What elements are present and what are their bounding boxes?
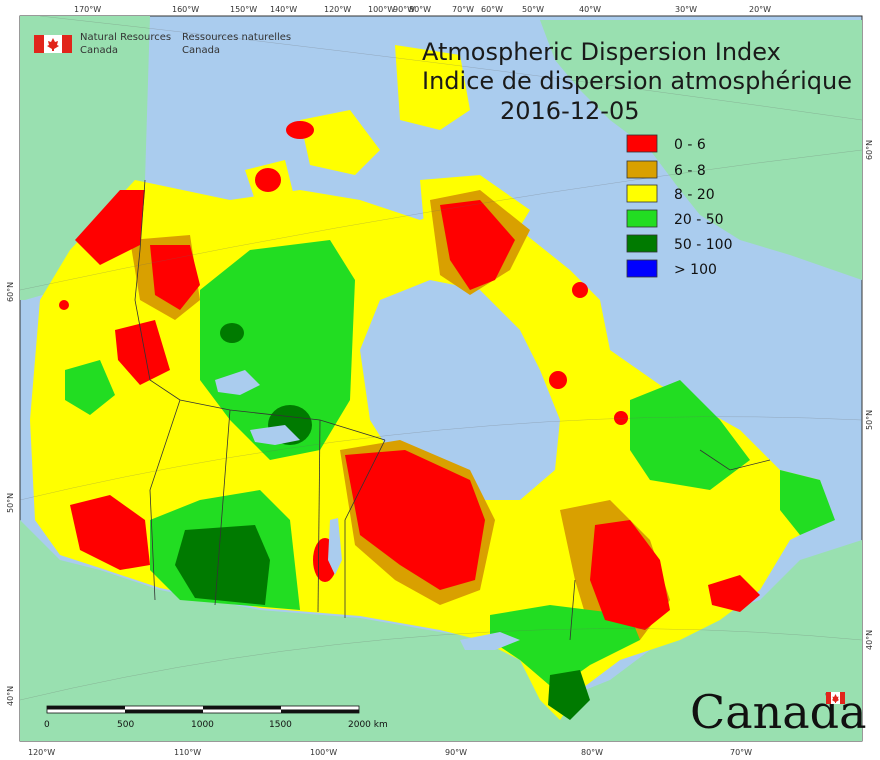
graticule xyxy=(20,16,862,701)
canada-wordmark: Canada xyxy=(690,685,867,739)
agency-block: Natural Resources Canada Ressources natu… xyxy=(34,32,291,56)
right-tick-1: 50°N xyxy=(865,410,874,430)
legend-label-6-8: 6 - 8 xyxy=(674,163,706,179)
patch-20-50-bc xyxy=(65,360,115,415)
bottom-tick-5: 70°W xyxy=(730,748,752,757)
patch-0-6-bc-south xyxy=(70,495,150,570)
patch-50-100-saskatchewan xyxy=(175,525,270,605)
province-boundaries xyxy=(134,179,771,641)
top-tick-labels: 170°W 160°W 150°W 140°W 120°W 100°W90°W80°W 70… xyxy=(74,5,771,14)
scale-label-1500: 1500 xyxy=(269,720,292,730)
arctic-island-1 xyxy=(395,45,470,130)
usa-land xyxy=(20,520,862,741)
greenland-land xyxy=(540,20,862,280)
legend-swatch-0-6 xyxy=(626,134,658,153)
legend-swatch-20-50 xyxy=(626,209,658,228)
left-tick-labels: 60°N 50°N 40°N xyxy=(6,282,15,706)
bottom-tick-4: 80°W xyxy=(581,748,603,757)
patch-50-100-nwt-north xyxy=(220,323,244,343)
right-tick-2: 40°N xyxy=(865,630,874,650)
agency-en-line2: Canada xyxy=(80,45,118,56)
patch-20-50-labrador xyxy=(630,380,750,490)
legend-label-0-6: 0 - 6 xyxy=(674,137,706,153)
patch-50-100-ontario xyxy=(548,670,590,720)
scale-label-0: 0 xyxy=(44,720,50,730)
scale-label-1000: 1000 xyxy=(191,720,214,730)
patch-0-6-baffin xyxy=(440,200,515,290)
agency-fr-line2: Canada xyxy=(182,45,220,56)
legend-label-8-20: 8 - 20 xyxy=(674,187,715,203)
scale-bar: 0 500 1000 1500 2000 km xyxy=(44,705,388,730)
top-tick-9: 60°W xyxy=(481,5,503,14)
arctic-island-2 xyxy=(300,110,380,175)
top-tick-6: 90°W xyxy=(393,5,415,14)
bottom-tick-3: 90°W xyxy=(445,748,467,757)
left-tick-0: 60°N xyxy=(6,282,15,302)
wordmark-flag-icon xyxy=(826,692,845,704)
great-bear-lake xyxy=(215,370,260,395)
agency-fr-line1: Ressources naturelles xyxy=(182,32,291,43)
patch-0-6-bc-north xyxy=(115,320,170,385)
top-tick-13: 20°W xyxy=(749,5,771,14)
patch-0-6-arctic-1 xyxy=(286,121,314,139)
top-tick-0: 170°W xyxy=(74,5,101,14)
lake-winnipeg xyxy=(328,518,342,575)
top-tick-3: 140°W xyxy=(270,5,297,14)
scale-label-2000: 2000 km xyxy=(348,720,388,730)
legend-swatch-50-100 xyxy=(626,234,658,253)
agency-en-line1: Natural Resources xyxy=(80,32,171,43)
patch-20-50-nfld xyxy=(780,470,835,535)
legend-swatch-6-8 xyxy=(626,160,658,179)
top-tick-10: 50°W xyxy=(522,5,544,14)
right-tick-0: 60°N xyxy=(865,140,874,160)
patch-0-6-spot-1 xyxy=(549,371,567,389)
legend-label-over-100: > 100 xyxy=(674,262,717,278)
alaska-land xyxy=(20,16,150,300)
top-tick-8: 70°W xyxy=(452,5,474,14)
map-date: 2016-12-05 xyxy=(500,97,639,125)
map-title-fr: Indice de dispersion atmosphérique xyxy=(422,67,852,95)
patch-0-6-yukon xyxy=(150,245,200,310)
top-tick-2: 150°W xyxy=(230,5,257,14)
patch-20-50-ontario-south xyxy=(490,605,640,690)
legend-label-50-100: 50 - 100 xyxy=(674,237,733,253)
left-tick-1: 50°N xyxy=(6,493,15,513)
patch-0-6-maritimes xyxy=(708,575,760,612)
left-tick-2: 40°N xyxy=(6,686,15,706)
bottom-tick-0: 120°W xyxy=(28,748,55,757)
patch-0-6-spot-3 xyxy=(572,282,588,298)
legend: 0 - 6 6 - 8 8 - 20 20 - 50 50 - 100 > 10… xyxy=(626,134,733,278)
patch-0-6-alaska-border xyxy=(75,190,145,265)
lake-superior xyxy=(460,632,520,650)
top-tick-11: 40°W xyxy=(579,5,601,14)
patch-0-6-arctic-2 xyxy=(255,168,281,192)
patch-0-6-quebec xyxy=(590,520,670,630)
right-tick-labels: 60°N 50°N 40°N xyxy=(865,140,874,650)
top-tick-12: 30°W xyxy=(675,5,697,14)
legend-swatch-over-100 xyxy=(626,259,658,278)
patch-0-6-spot-4 xyxy=(59,300,69,310)
bottom-tick-1: 110°W xyxy=(174,748,201,757)
canada-flag-icon xyxy=(34,35,72,53)
bottom-tick-2: 100°W xyxy=(310,748,337,757)
great-slave-lake xyxy=(250,425,300,445)
top-tick-1: 160°W xyxy=(172,5,199,14)
legend-swatch-8-20 xyxy=(626,184,658,203)
patch-0-6-spot-2 xyxy=(614,411,628,425)
map-title-en: Atmospheric Dispersion Index xyxy=(422,38,781,66)
patch-0-6-ontario xyxy=(345,450,485,590)
top-tick-7: 80°W xyxy=(409,5,431,14)
bottom-tick-labels: 120°W 110°W 100°W 90°W 80°W 70°W xyxy=(28,748,752,757)
patch-20-50-nwt xyxy=(200,240,355,460)
top-tick-5: 100°W xyxy=(368,5,395,14)
legend-label-20-50: 20 - 50 xyxy=(674,212,724,228)
top-tick-4: 120°W xyxy=(324,5,351,14)
scale-label-500: 500 xyxy=(117,720,134,730)
